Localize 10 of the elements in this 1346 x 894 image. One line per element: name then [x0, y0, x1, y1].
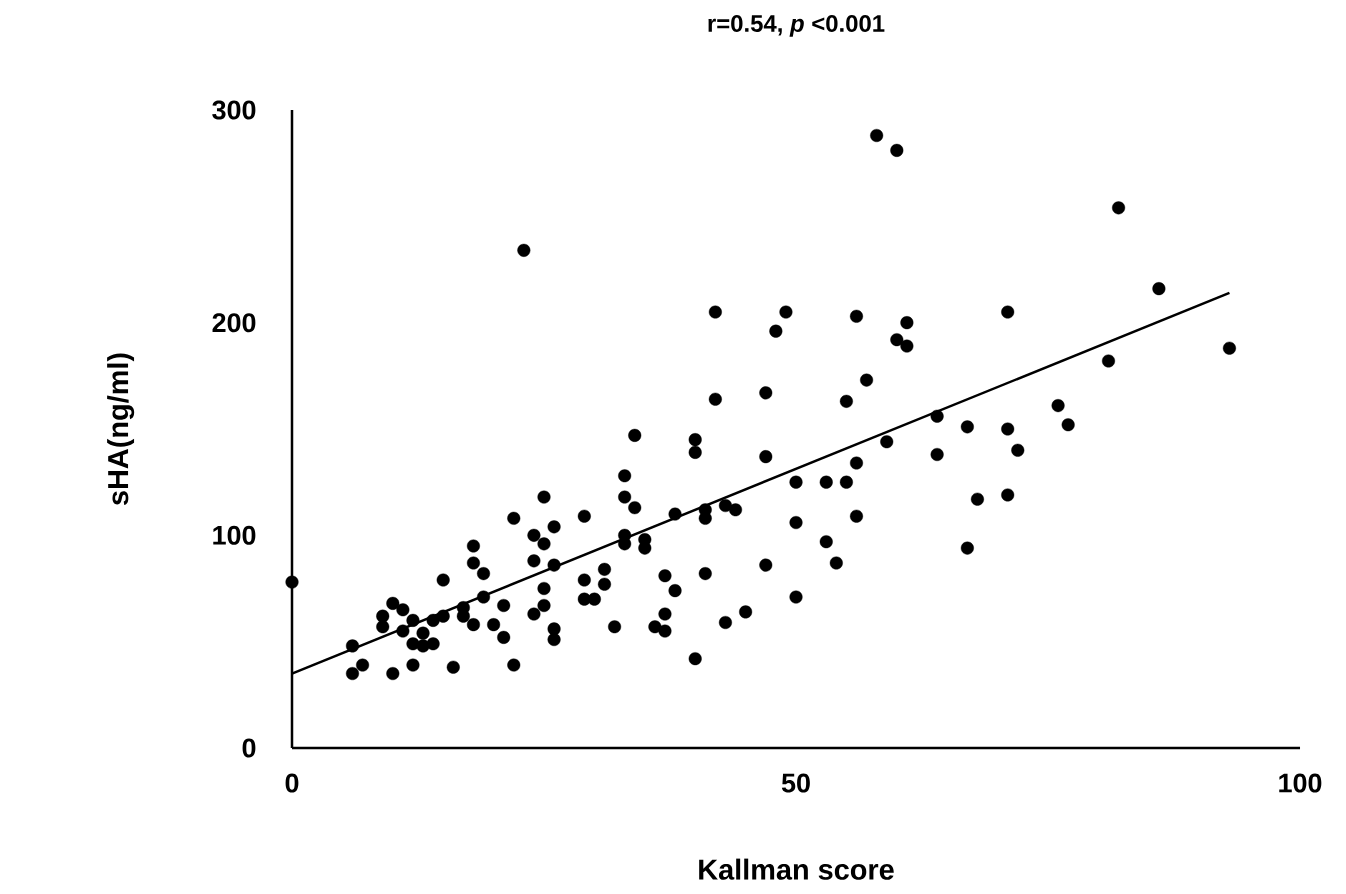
y-axis-title: sHA(ng/ml)	[107, 353, 135, 506]
y-tick-label: 200	[212, 313, 256, 333]
x-tick-label: 0	[285, 773, 299, 793]
chart-title: r=0.54, p <0.001	[708, 15, 885, 37]
x-tick-label: 50	[781, 773, 810, 793]
x-axis-title: Kallman score	[699, 858, 894, 880]
y-tick-label: 300	[212, 100, 256, 120]
y-tick-label: 0	[242, 738, 256, 758]
x-tick-label: 100	[1279, 773, 1322, 793]
y-tick-label: 100	[213, 525, 256, 545]
